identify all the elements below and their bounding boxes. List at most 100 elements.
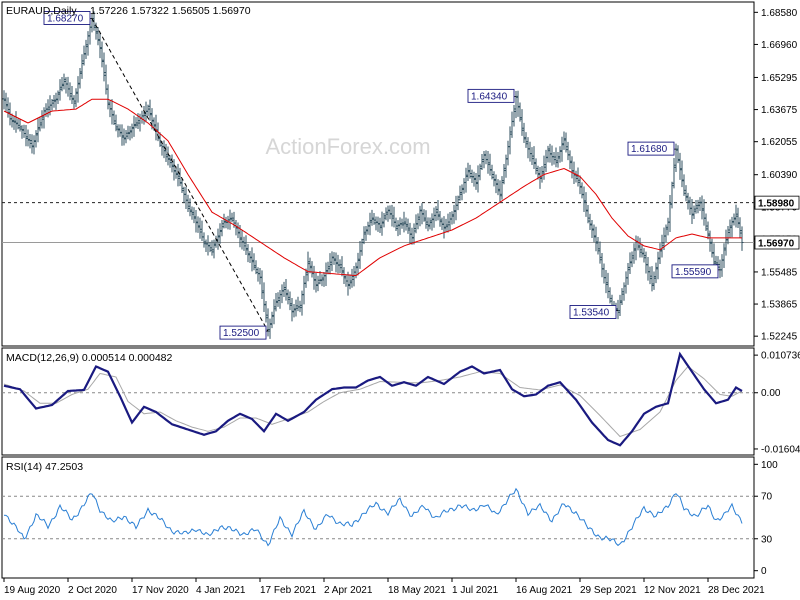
price-bar: [386, 205, 390, 222]
price-bar: [530, 147, 534, 166]
macd-tick-label: 0.010736: [761, 351, 800, 362]
price-bar: [494, 174, 498, 194]
price-bar: [620, 288, 624, 306]
price-bar: [116, 124, 120, 138]
price-bar: [488, 153, 492, 176]
price-bar: [468, 164, 472, 179]
price-bar: [472, 171, 476, 187]
price-bar: [474, 173, 478, 190]
price-bar: [106, 84, 110, 110]
price-bar: [36, 118, 40, 143]
x-tick-label: 28 Dec 2021: [708, 585, 765, 596]
price-panel: ActionForex.com 1.68580 1.66960 1.65295 1.6…: [1, 1, 800, 347]
price-bar: [364, 226, 368, 241]
ohlc-readout: 1.57226 1.57322 1.56505 1.56970: [90, 5, 251, 17]
price-bar: [594, 226, 598, 252]
price-tick-label: 1.60390: [761, 170, 798, 181]
price-bar: [520, 109, 524, 136]
price-bar: [708, 230, 712, 252]
price-bar: [288, 291, 292, 311]
price-bar: [428, 217, 432, 230]
price-bar: [680, 160, 684, 188]
price-bar: [372, 212, 376, 225]
price-bar: [292, 303, 296, 318]
price-level-tag: [754, 235, 800, 250]
price-bar: [632, 243, 636, 264]
price-bar: [24, 124, 28, 147]
price-bar: [54, 92, 58, 110]
price-bar: [438, 211, 442, 227]
price-level-label: 1.58980: [758, 198, 795, 209]
price-bar: [388, 205, 392, 220]
price-bar: [736, 207, 740, 229]
price-bar: [480, 153, 484, 170]
price-bar: [100, 41, 104, 68]
price-bar: [564, 132, 568, 153]
price-bar: [142, 105, 146, 125]
price-bar: [656, 251, 660, 280]
macd-axis: 0.010736 0.00 -0.016046: [2, 351, 800, 455]
price-bar: [38, 116, 42, 132]
price-bar: [4, 92, 8, 112]
price-bar: [266, 308, 270, 337]
price-bar: [686, 192, 690, 210]
price-bar: [2, 90, 6, 110]
price-bar: [404, 217, 408, 231]
price-bar: [222, 213, 226, 229]
price-tick-label: 1.65295: [761, 73, 798, 84]
price-bar: [542, 155, 546, 180]
price-bar: [230, 212, 234, 223]
price-bar: [560, 136, 564, 162]
price-bar: [638, 237, 642, 258]
price-tick-label: 1.53865: [761, 300, 798, 311]
x-axis: 19 Aug 2020 2 Oct 2020 17 Nov 2020 4 Jan 20…: [3, 578, 765, 596]
price-bar: [342, 267, 346, 285]
price-bar: [276, 292, 280, 307]
price-bar: [208, 241, 212, 253]
price-bar: [26, 129, 30, 147]
price-bar: [316, 275, 320, 292]
price-bar: [6, 97, 10, 118]
x-tick-label: 12 Nov 2021: [644, 585, 701, 596]
price-bar: [146, 104, 150, 117]
price-bar: [698, 197, 702, 211]
annotation-box: [671, 264, 719, 279]
macd-signal-line: [3, 365, 743, 438]
price-bar: [70, 85, 74, 104]
price-bar: [556, 151, 560, 168]
price-bar: [254, 260, 258, 275]
price-bar: [298, 300, 302, 313]
price-bar: [260, 270, 264, 299]
price-bar: [380, 211, 384, 236]
price-bar: [188, 198, 192, 217]
price-bar: [496, 179, 500, 196]
price-bar: [130, 123, 134, 139]
price-bar: [28, 133, 32, 149]
price-bar: [20, 125, 24, 139]
price-bar: [584, 192, 588, 217]
price-bar: [32, 135, 36, 155]
price-bars: [2, 11, 744, 339]
price-bar: [324, 262, 328, 286]
price-bar: [724, 229, 728, 256]
price-tick-label: 1.68580: [761, 8, 798, 19]
price-bar: [450, 211, 454, 225]
price-bar: [72, 95, 76, 109]
rsi-panel: 100 70 30 0 RSI(14) 47.2503: [1, 456, 778, 579]
price-bar: [384, 207, 388, 221]
price-bar: [68, 82, 72, 101]
price-level-tag: [754, 195, 800, 210]
price-bar: [728, 219, 732, 238]
price-bar: [252, 253, 256, 271]
price-moving-average-line: [3, 98, 742, 277]
price-bar: [164, 143, 168, 162]
price-tick-label: 1.55485: [761, 267, 798, 278]
x-tick-label: 17 Nov 2020: [132, 585, 189, 596]
price-bar: [500, 176, 504, 200]
price-bar: [172, 159, 176, 181]
price-bar: [76, 76, 80, 103]
x-tick-label: 4 Jan 2021: [196, 585, 246, 596]
price-bar: [286, 289, 290, 305]
price-bar: [576, 167, 580, 187]
price-bar: [406, 218, 410, 234]
